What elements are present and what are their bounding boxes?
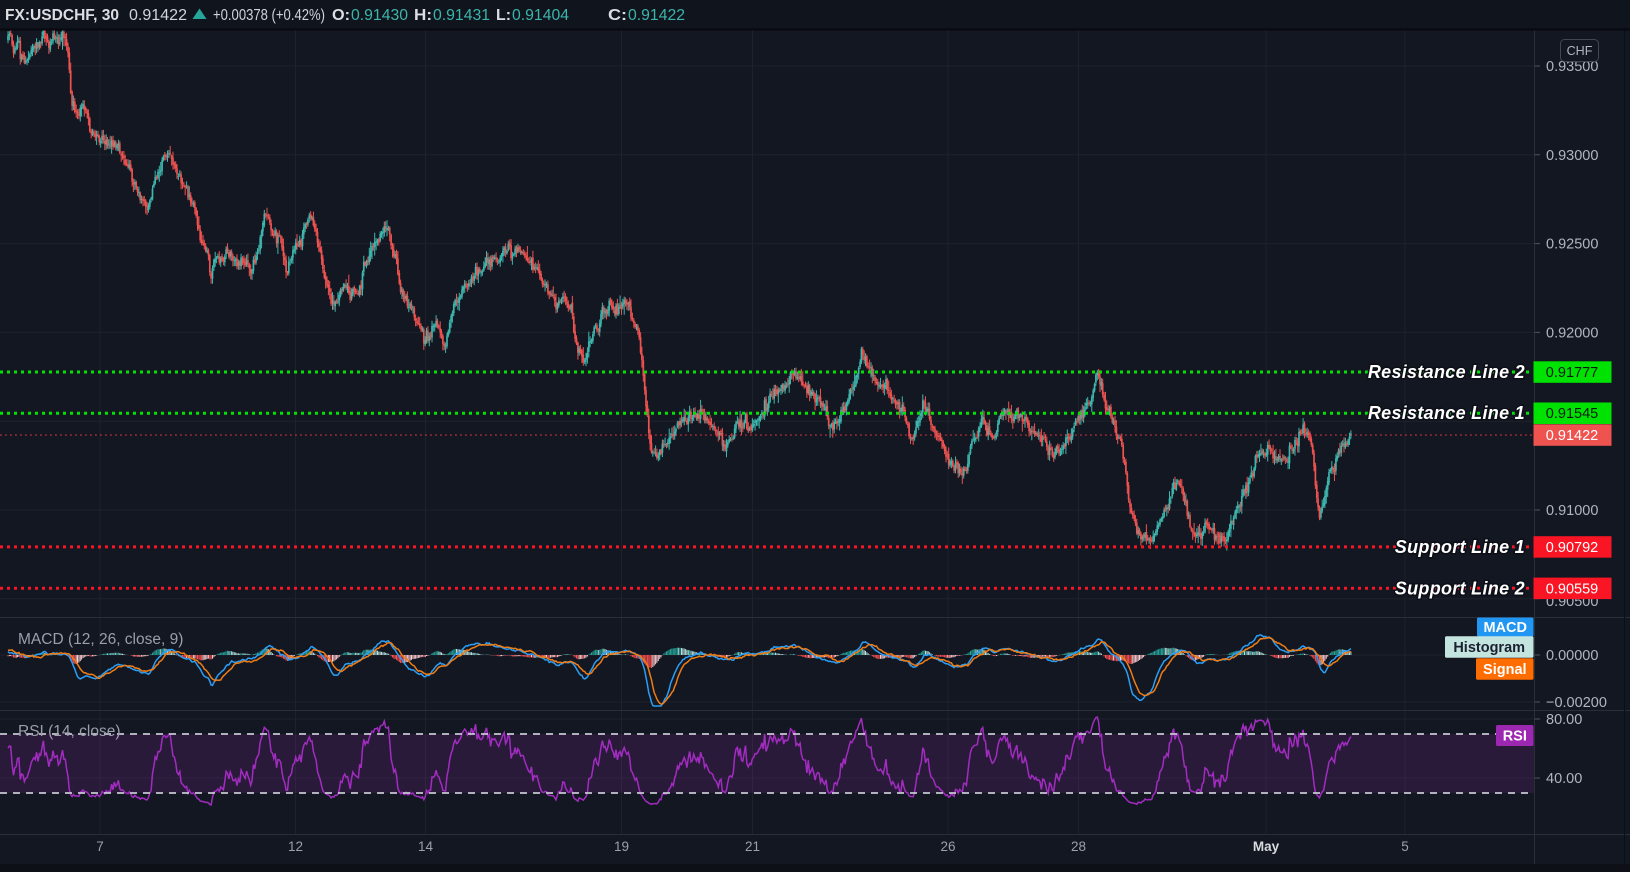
svg-text:RSI (14, close): RSI (14, close)	[18, 723, 121, 740]
svg-text:0.91422: 0.91422	[129, 7, 187, 24]
svg-text:−0.00200: −0.00200	[1546, 695, 1607, 711]
svg-text:0.91422: 0.91422	[1546, 428, 1598, 444]
svg-text:Signal: Signal	[1483, 662, 1527, 678]
svg-text:19: 19	[614, 839, 629, 854]
svg-text:0.91404: 0.91404	[512, 7, 569, 24]
svg-text:0.93000: 0.93000	[1546, 148, 1598, 164]
svg-text:RSI: RSI	[1503, 729, 1527, 745]
svg-text:21: 21	[745, 839, 760, 854]
svg-text:0.91431: 0.91431	[433, 7, 490, 24]
svg-text:O:: O:	[332, 7, 350, 24]
svg-text:80.00: 80.00	[1546, 712, 1582, 728]
svg-text:Histogram: Histogram	[1453, 640, 1525, 656]
svg-text:+0.00378 (+0.42%): +0.00378 (+0.42%)	[213, 7, 325, 24]
svg-text:0.92500: 0.92500	[1546, 237, 1598, 253]
svg-text:0.90792: 0.90792	[1546, 540, 1598, 556]
svg-text:FX:USDCHF, 30: FX:USDCHF, 30	[5, 7, 119, 24]
svg-text:Support Line 2: Support Line 2	[1395, 578, 1525, 598]
svg-text:0.91422: 0.91422	[628, 7, 685, 24]
svg-text:0.90559: 0.90559	[1546, 581, 1598, 597]
svg-text:12: 12	[288, 839, 303, 854]
svg-text:7: 7	[96, 839, 104, 854]
svg-text:CHF: CHF	[1567, 44, 1593, 58]
svg-text:0.93500: 0.93500	[1546, 59, 1598, 75]
svg-text:40.00: 40.00	[1546, 771, 1582, 787]
svg-text:0.91545: 0.91545	[1546, 406, 1598, 422]
svg-text:0.91430: 0.91430	[351, 7, 408, 24]
svg-text:0.92000: 0.92000	[1546, 325, 1598, 341]
svg-text:0.91000: 0.91000	[1546, 503, 1598, 519]
svg-text:MACD: MACD	[1483, 620, 1527, 636]
svg-text:MACD (12, 26, close, 9): MACD (12, 26, close, 9)	[18, 631, 183, 648]
svg-text:0.00000: 0.00000	[1546, 648, 1598, 664]
svg-text:28: 28	[1071, 839, 1086, 854]
svg-text:May: May	[1253, 839, 1280, 854]
svg-text:5: 5	[1401, 839, 1409, 854]
svg-text:Support Line 1: Support Line 1	[1395, 537, 1525, 557]
svg-text:C:: C:	[608, 7, 627, 24]
svg-text:0.91777: 0.91777	[1546, 365, 1598, 381]
svg-text:26: 26	[940, 839, 955, 854]
svg-text:Resistance Line 2: Resistance Line 2	[1368, 362, 1525, 382]
svg-text:L:: L:	[496, 7, 511, 24]
svg-text:14: 14	[418, 839, 434, 854]
svg-text:Resistance Line 1: Resistance Line 1	[1368, 403, 1525, 423]
svg-text:H:: H:	[414, 7, 432, 24]
